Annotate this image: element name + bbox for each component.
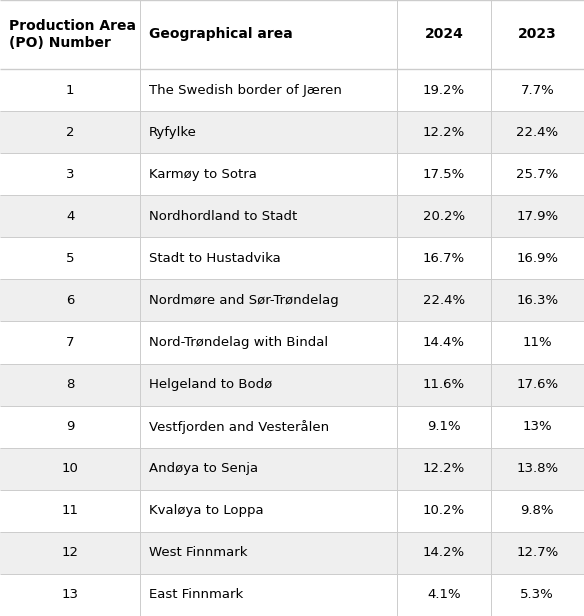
- Text: Andøya to Senja: Andøya to Senja: [149, 462, 258, 475]
- Bar: [0, 574, 584, 616]
- Text: 5: 5: [66, 252, 74, 265]
- Text: 5.3%: 5.3%: [520, 588, 554, 601]
- Text: Karmøy to Sotra: Karmøy to Sotra: [149, 168, 257, 180]
- Text: Vestfjorden and Vesterålen: Vestfjorden and Vesterålen: [149, 419, 329, 434]
- Text: 7: 7: [66, 336, 74, 349]
- Bar: [0, 153, 584, 195]
- Bar: [0, 405, 584, 448]
- Bar: [0, 490, 584, 532]
- Text: Nord-Trøndelag with Bindal: Nord-Trøndelag with Bindal: [149, 336, 328, 349]
- Text: 3: 3: [66, 168, 74, 180]
- Text: 2023: 2023: [518, 28, 557, 41]
- Text: 14.2%: 14.2%: [423, 546, 465, 559]
- Text: 13.8%: 13.8%: [516, 462, 558, 475]
- Text: Geographical area: Geographical area: [149, 28, 293, 41]
- Bar: [0, 280, 584, 322]
- Bar: [0, 322, 584, 363]
- Text: Nordhordland to Stadt: Nordhordland to Stadt: [149, 210, 297, 223]
- Text: 9.8%: 9.8%: [520, 505, 554, 517]
- Text: 2: 2: [66, 126, 74, 139]
- Bar: [0, 532, 584, 574]
- Text: 14.4%: 14.4%: [423, 336, 465, 349]
- Text: Stadt to Hustadvika: Stadt to Hustadvika: [149, 252, 281, 265]
- Bar: [0, 448, 584, 490]
- Text: East Finnmark: East Finnmark: [149, 588, 243, 601]
- Text: 17.6%: 17.6%: [516, 378, 558, 391]
- Text: 6: 6: [66, 294, 74, 307]
- Text: 7.7%: 7.7%: [520, 84, 554, 97]
- Text: 17.5%: 17.5%: [423, 168, 465, 180]
- Text: 4: 4: [66, 210, 74, 223]
- Text: 9: 9: [66, 420, 74, 433]
- Text: Ryfylke: Ryfylke: [149, 126, 197, 139]
- Text: 13: 13: [61, 588, 79, 601]
- Text: 20.2%: 20.2%: [423, 210, 465, 223]
- Text: Nordmøre and Sør-Trøndelag: Nordmøre and Sør-Trøndelag: [149, 294, 339, 307]
- Text: 8: 8: [66, 378, 74, 391]
- Text: West Finnmark: West Finnmark: [149, 546, 248, 559]
- Text: 12: 12: [61, 546, 79, 559]
- Bar: [0, 69, 584, 111]
- Text: 11.6%: 11.6%: [423, 378, 465, 391]
- Text: 25.7%: 25.7%: [516, 168, 558, 180]
- Text: 16.3%: 16.3%: [516, 294, 558, 307]
- Text: 11: 11: [61, 505, 79, 517]
- Text: 12.2%: 12.2%: [423, 462, 465, 475]
- Text: 16.9%: 16.9%: [516, 252, 558, 265]
- Text: 10.2%: 10.2%: [423, 505, 465, 517]
- Text: Helgeland to Bodø: Helgeland to Bodø: [149, 378, 272, 391]
- Bar: [0, 195, 584, 237]
- Text: 9.1%: 9.1%: [427, 420, 461, 433]
- Bar: [0, 111, 584, 153]
- Text: 22.4%: 22.4%: [516, 126, 558, 139]
- Text: Production Area
(PO) Number: Production Area (PO) Number: [9, 19, 135, 50]
- Text: 10: 10: [62, 462, 78, 475]
- Text: 1: 1: [66, 84, 74, 97]
- Text: 12.7%: 12.7%: [516, 546, 558, 559]
- Text: 19.2%: 19.2%: [423, 84, 465, 97]
- Bar: [0, 0, 584, 69]
- Text: 11%: 11%: [523, 336, 552, 349]
- Bar: [0, 237, 584, 280]
- Text: 17.9%: 17.9%: [516, 210, 558, 223]
- Text: 2024: 2024: [425, 28, 463, 41]
- Text: 13%: 13%: [523, 420, 552, 433]
- Text: 22.4%: 22.4%: [423, 294, 465, 307]
- Text: 12.2%: 12.2%: [423, 126, 465, 139]
- Text: 16.7%: 16.7%: [423, 252, 465, 265]
- Bar: [0, 363, 584, 405]
- Text: Kvaløya to Loppa: Kvaløya to Loppa: [149, 505, 263, 517]
- Text: The Swedish border of Jæren: The Swedish border of Jæren: [149, 84, 342, 97]
- Text: 4.1%: 4.1%: [427, 588, 461, 601]
